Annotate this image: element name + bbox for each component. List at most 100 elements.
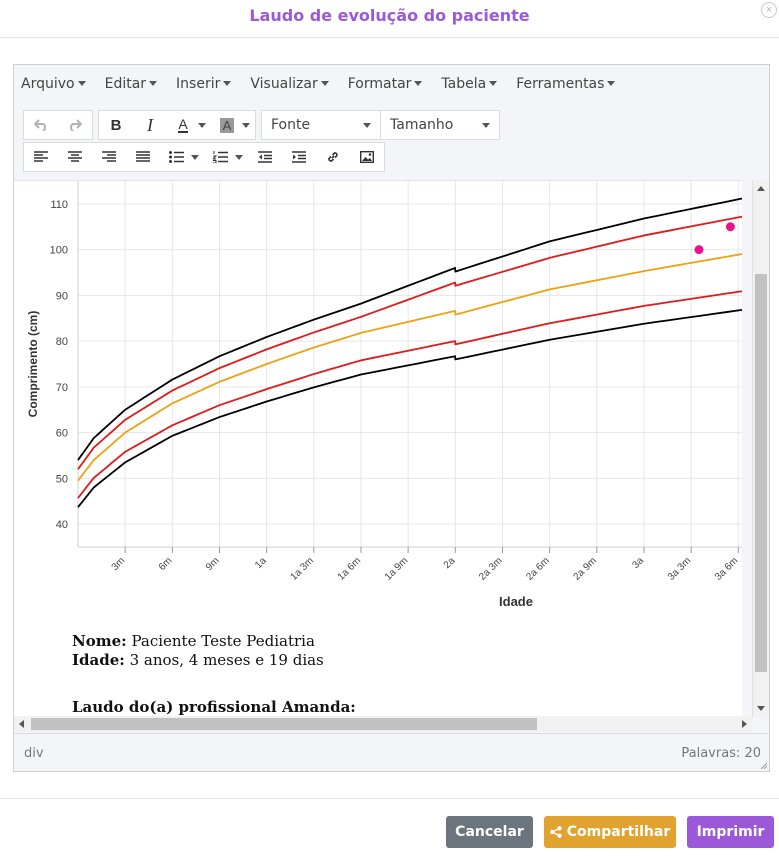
redo-icon [69, 119, 82, 131]
menu-visualizar[interactable]: Visualizar [250, 76, 329, 92]
series-line [77, 215, 742, 470]
y-tick-label: 50 [56, 473, 68, 485]
x-tick-label: 3a 3m [666, 555, 693, 582]
outdent-button[interactable] [248, 143, 282, 171]
caret-down-icon [242, 123, 250, 128]
scroll-right-icon[interactable] [742, 720, 747, 728]
patient-name-label: Nome: [72, 632, 127, 650]
modal-header: Laudo de evolução do paciente × [0, 0, 779, 38]
x-axis-label: Idade [499, 594, 533, 609]
resize-handle-icon[interactable] [760, 762, 767, 769]
history-group [23, 110, 93, 140]
x-tick-label: 3a [630, 555, 646, 571]
redo-button[interactable] [58, 111, 92, 139]
link-icon [328, 152, 338, 162]
caret-down-icon [363, 122, 371, 128]
caret-down-icon [77, 81, 86, 86]
y-axis-label: Comprimento (cm) [26, 311, 40, 418]
menu-label: Formatar [347, 75, 412, 92]
menu-editar[interactable]: Editar [104, 75, 158, 92]
close-icon[interactable]: × [761, 2, 777, 18]
footer-divider [0, 798, 779, 799]
y-tick-label: 90 [56, 290, 68, 302]
bullet-list-button[interactable] [160, 143, 204, 171]
vertical-scroll-thumb[interactable] [755, 274, 767, 672]
menu-label: Editar [104, 75, 147, 92]
text-color-icon: A [178, 115, 188, 133]
x-tick-label: 1a 6m [336, 555, 363, 582]
share-label: Compartilhar [566, 824, 671, 840]
series-line [77, 308, 742, 508]
numbered-list-button[interactable] [204, 143, 248, 171]
share-button[interactable]: Compartilhar [544, 816, 676, 848]
x-tick-label: 2a 3m [477, 555, 504, 582]
element-path[interactable]: div [24, 746, 44, 761]
patient-name-line: Nome: Paciente Teste Pediatria [72, 632, 315, 650]
bold-button[interactable]: B [99, 111, 133, 139]
scroll-down-icon[interactable] [757, 706, 765, 711]
bold-icon: B [110, 116, 122, 134]
x-tick-label: 3m [110, 555, 128, 573]
caret-down-icon [414, 81, 423, 86]
modal-title: Laudo de evolução do paciente [249, 6, 530, 25]
font-select[interactable]: Fonte [262, 111, 381, 139]
series-line [77, 290, 742, 499]
menu-ferramentas[interactable]: Ferramentas [516, 76, 616, 92]
editor-statusbar: div Palavras: 20 [14, 733, 769, 771]
x-tick-label: 1a 3m [289, 555, 316, 582]
align-left-icon [34, 151, 48, 162]
undo-button[interactable] [24, 111, 58, 139]
font-group: Fonte Tamanho [261, 110, 500, 140]
menu-tabela[interactable]: Tabela [441, 76, 498, 92]
caret-down-icon [607, 81, 616, 86]
scroll-left-icon[interactable] [19, 720, 24, 728]
x-tick-label: 2a [442, 555, 458, 571]
x-tick-label: 3a 6m [713, 555, 740, 582]
patient-age-line: Idade: 3 anos, 4 meses e 19 dias [72, 651, 324, 669]
background-color-button[interactable]: A [211, 111, 255, 139]
align-right-button[interactable] [92, 143, 126, 171]
caret-down-icon [198, 123, 206, 128]
bullet-list-icon [168, 151, 184, 163]
align-right-icon [102, 151, 116, 162]
align-left-button[interactable] [24, 143, 58, 171]
italic-icon: I [147, 114, 153, 135]
size-select[interactable]: Tamanho [381, 111, 499, 139]
editor-content[interactable]: 40 50 60 70 80 90 100 110 3m 6m 9m 1a 1a 3m 1a 6m 1a 9… [14, 180, 742, 716]
y-tick-label: 60 [56, 428, 68, 440]
scroll-up-icon[interactable] [757, 186, 765, 191]
x-tick-label: 9m [204, 555, 222, 573]
cancel-button[interactable]: Cancelar [446, 816, 533, 848]
x-tick-label: 1a 9m [383, 555, 410, 582]
align-center-button[interactable] [58, 143, 92, 171]
horizontal-scroll-thumb[interactable] [31, 718, 537, 730]
menu-formatar[interactable]: Formatar [348, 76, 423, 92]
y-tick-label: 100 [50, 245, 68, 257]
x-tick-label: 6m [157, 555, 175, 573]
indent-icon [292, 151, 306, 163]
align-justify-button[interactable] [126, 143, 160, 171]
text-color-button[interactable]: A [167, 111, 211, 139]
patient-age-value: 3 anos, 4 meses e 19 dias [129, 651, 324, 669]
vertical-scrollbar[interactable] [752, 180, 769, 717]
horizontal-scrollbar[interactable] [14, 716, 752, 732]
x-tick-label: 1a [253, 555, 269, 571]
caret-down-icon [235, 155, 243, 160]
patient-age-label: Idade: [72, 651, 125, 669]
outdent-icon [258, 151, 272, 163]
menu-arquivo[interactable]: Arquivo [21, 76, 86, 92]
undo-icon [34, 119, 47, 131]
image-button[interactable] [350, 143, 384, 171]
print-button[interactable]: Imprimir [687, 816, 774, 848]
font-select-label: Fonte [271, 117, 311, 133]
editor-menubar: Arquivo Editar Inserir Visualizar Format… [14, 65, 769, 102]
link-button[interactable] [316, 143, 350, 171]
italic-button[interactable]: I [133, 111, 167, 139]
data-point [694, 245, 704, 255]
patient-name-value: Paciente Teste Pediatria [131, 632, 315, 650]
align-justify-icon [136, 151, 150, 162]
print-label: Imprimir [696, 824, 765, 840]
menu-inserir[interactable]: Inserir [176, 76, 232, 92]
indent-button[interactable] [282, 143, 316, 171]
caret-down-icon [320, 81, 329, 86]
